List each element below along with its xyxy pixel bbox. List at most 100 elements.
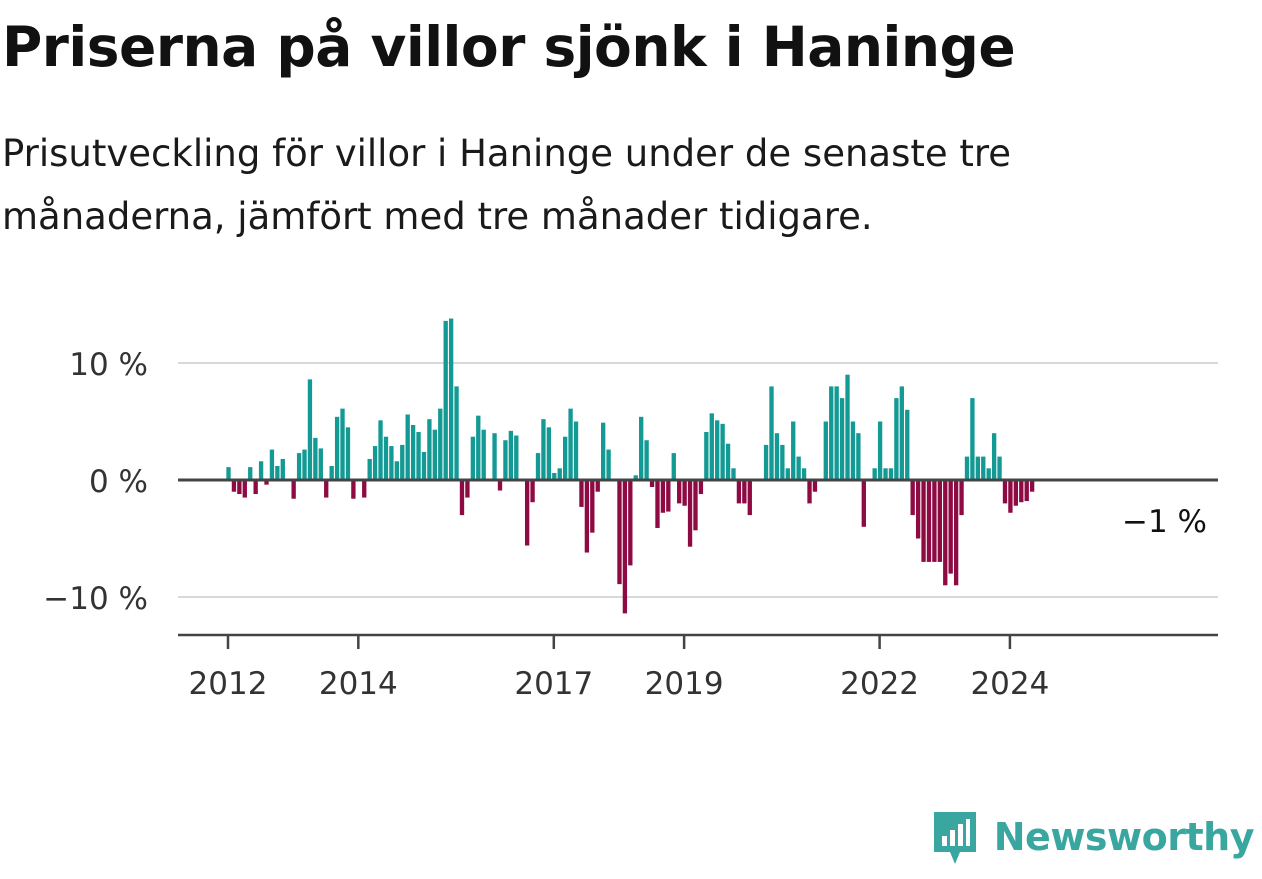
- bar: [237, 480, 242, 495]
- bar: [530, 480, 535, 503]
- bar: [709, 413, 714, 480]
- bar: [796, 456, 801, 480]
- bar: [617, 480, 622, 585]
- bar: [644, 440, 649, 480]
- bar: [899, 386, 904, 480]
- bar: [421, 451, 427, 480]
- bar: [280, 458, 285, 480]
- bar: [438, 408, 443, 480]
- bar: [845, 374, 850, 480]
- bar: [742, 480, 747, 504]
- bar: [476, 415, 481, 480]
- bar: [362, 480, 367, 498]
- labels: 10 % 0 % −10 % 2012 2014 2017 2019 2022 2024 −1 %: [43, 347, 1210, 702]
- bar: [535, 453, 541, 480]
- bar: [850, 421, 856, 480]
- x-tick-label: 2019: [645, 666, 724, 702]
- bar: [888, 468, 894, 480]
- bar: [497, 480, 503, 491]
- bar: [660, 480, 666, 513]
- y-tick-label: 10 %: [69, 347, 148, 383]
- last-value-label: −1 %: [1122, 504, 1207, 540]
- bar: [725, 443, 731, 480]
- bar: [769, 386, 774, 480]
- bar: [324, 480, 329, 498]
- bar: [693, 480, 698, 531]
- bar: [226, 467, 231, 480]
- bar: [231, 480, 237, 492]
- bar: [541, 419, 546, 480]
- bar: [970, 398, 975, 480]
- bar: [584, 480, 590, 553]
- bar: [856, 433, 861, 480]
- bar: [937, 480, 942, 562]
- x-tick-label: 2014: [319, 666, 398, 702]
- brand-name: Newsworthy: [993, 815, 1255, 859]
- axes: [178, 478, 1218, 649]
- bar: [465, 480, 470, 498]
- bar: [671, 453, 676, 480]
- bar: [340, 408, 345, 480]
- bar: [432, 429, 437, 480]
- bar: [1002, 480, 1008, 504]
- bar: [698, 480, 704, 495]
- x-tick-label: 2017: [514, 666, 593, 702]
- bar: [986, 468, 991, 480]
- bar: [943, 480, 948, 586]
- bar: [400, 444, 405, 480]
- bar: [959, 480, 964, 516]
- bar: [573, 421, 579, 480]
- bar: [334, 416, 340, 480]
- bar: [649, 480, 655, 488]
- bar: [948, 480, 953, 574]
- bar: [834, 386, 839, 480]
- bar: [579, 480, 584, 507]
- bar: [731, 468, 736, 480]
- bar: [997, 456, 1002, 480]
- bar: [275, 465, 280, 480]
- bar: [427, 419, 432, 480]
- bar: [964, 456, 970, 480]
- y-tick-label: 0 %: [89, 464, 148, 500]
- bar: [628, 480, 633, 566]
- bar: [801, 468, 807, 480]
- bar: [677, 480, 682, 504]
- bar: [839, 398, 845, 480]
- brand-logo: Newsworthy: [930, 809, 1255, 865]
- bar: [720, 423, 725, 480]
- bar: [595, 480, 600, 492]
- bar: [269, 449, 275, 480]
- bar: [557, 468, 562, 480]
- bar: [606, 449, 611, 480]
- x-tick-label: 2024: [970, 666, 1049, 702]
- bar: [736, 480, 742, 504]
- bar: [552, 472, 557, 480]
- bar: [829, 386, 834, 480]
- newsworthy-logo-icon: [933, 812, 976, 864]
- bar: [242, 480, 247, 498]
- bar: [633, 475, 638, 480]
- grid-lines: [178, 362, 1218, 598]
- bar: [1008, 480, 1013, 513]
- bar: [872, 468, 877, 480]
- bar: [655, 480, 660, 528]
- bar: [481, 429, 486, 480]
- bar: [514, 435, 519, 480]
- x-tick-label: 2022: [840, 666, 919, 702]
- bar: [503, 440, 508, 480]
- bar: [883, 468, 888, 480]
- bar: [329, 465, 334, 480]
- bar: [1024, 480, 1029, 502]
- bar: [991, 433, 997, 480]
- bar: [910, 480, 915, 516]
- bar: [394, 461, 399, 480]
- bar: [568, 408, 573, 480]
- bar: [715, 420, 720, 480]
- bar: [264, 480, 269, 485]
- chart-subtitle: Prisutveckling för villor i Haninge unde…: [2, 132, 1012, 238]
- bar: [345, 427, 351, 480]
- bar: [367, 458, 372, 480]
- bar: [454, 386, 459, 480]
- bar: [508, 430, 514, 480]
